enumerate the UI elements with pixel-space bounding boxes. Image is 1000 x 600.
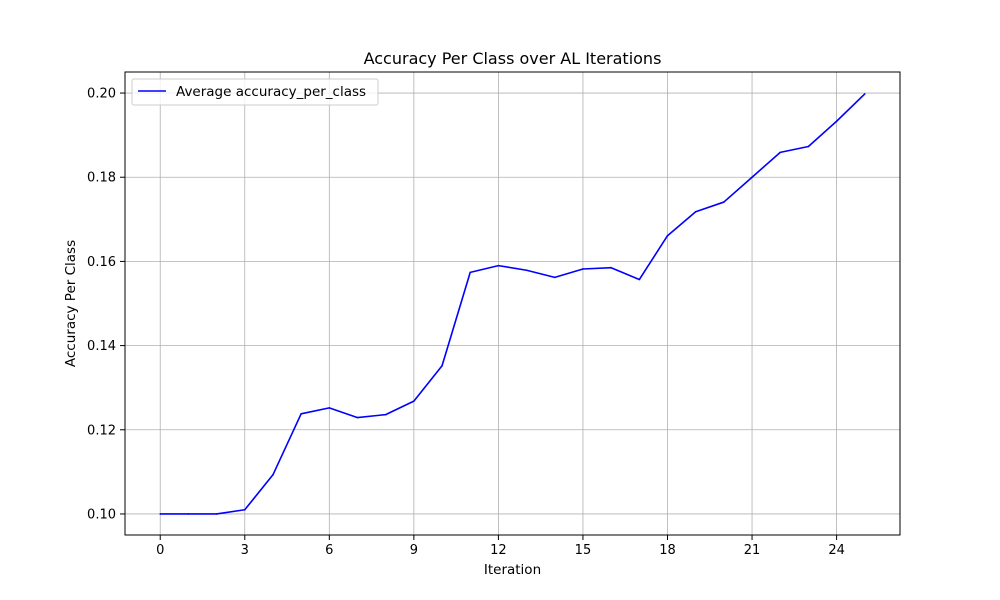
- legend: Average accuracy_per_class: [131, 78, 379, 106]
- data-point: [807, 145, 810, 148]
- y-tick-label: 0.16: [87, 255, 116, 270]
- y-axis-label: Accuracy Per Class: [63, 240, 79, 367]
- x-tick-label: 24: [828, 543, 845, 558]
- y-tick-label: 0.20: [87, 87, 116, 102]
- legend-box: [131, 78, 379, 106]
- data-point: [215, 513, 218, 515]
- ticks-layer: 0 3 6 9 12 15 18 21 24 0.10 0.12 0.14 0.16 0.18 0.20: [87, 87, 845, 558]
- chart-title: Accuracy Per Class over AL Iterations: [364, 49, 662, 68]
- x-tick-label: 21: [744, 543, 761, 558]
- data-point: [694, 210, 697, 213]
- data-point: [300, 412, 302, 415]
- y-tick-label: 0.10: [87, 507, 116, 522]
- y-tick-label: 0.18: [87, 171, 116, 186]
- data-point: [553, 276, 556, 279]
- x-tick-label: 6: [325, 543, 333, 558]
- data-point: [469, 271, 472, 274]
- data-point: [328, 407, 331, 409]
- y-tick-label: 0.14: [87, 339, 116, 354]
- x-tick-label: 3: [241, 543, 249, 558]
- data-point: [723, 201, 725, 203]
- x-tick-label: 0: [156, 543, 164, 558]
- data-point: [159, 513, 162, 515]
- data-point: [497, 264, 500, 267]
- plot-frame: [124, 71, 901, 536]
- x-tick-label: 12: [490, 543, 507, 558]
- data-point: [835, 120, 838, 123]
- data-point: [187, 513, 190, 515]
- series-line: [160, 93, 866, 515]
- x-tick-label: 18: [659, 543, 676, 558]
- data-point: [582, 268, 584, 270]
- y-tick-label: 0.12: [87, 423, 116, 438]
- data-point: [525, 269, 528, 272]
- series-layer: [159, 93, 866, 515]
- data-point: [384, 413, 387, 416]
- data-point: [610, 266, 612, 269]
- data-point: [779, 151, 782, 154]
- legend-entry-label: Average accuracy_per_class: [176, 84, 366, 100]
- data-point: [751, 176, 753, 179]
- data-point: [356, 416, 359, 419]
- x-tick-label: 9: [410, 543, 418, 558]
- data-point: [638, 278, 641, 281]
- data-point: [441, 364, 443, 367]
- data-point: [666, 234, 669, 237]
- data-point: [863, 93, 866, 95]
- x-tick-label: 15: [575, 543, 592, 558]
- grid-lines: [125, 72, 900, 535]
- data-point: [243, 508, 246, 511]
- data-point: [413, 400, 415, 402]
- data-point: [272, 474, 274, 476]
- x-axis-label: Iteration: [484, 562, 541, 578]
